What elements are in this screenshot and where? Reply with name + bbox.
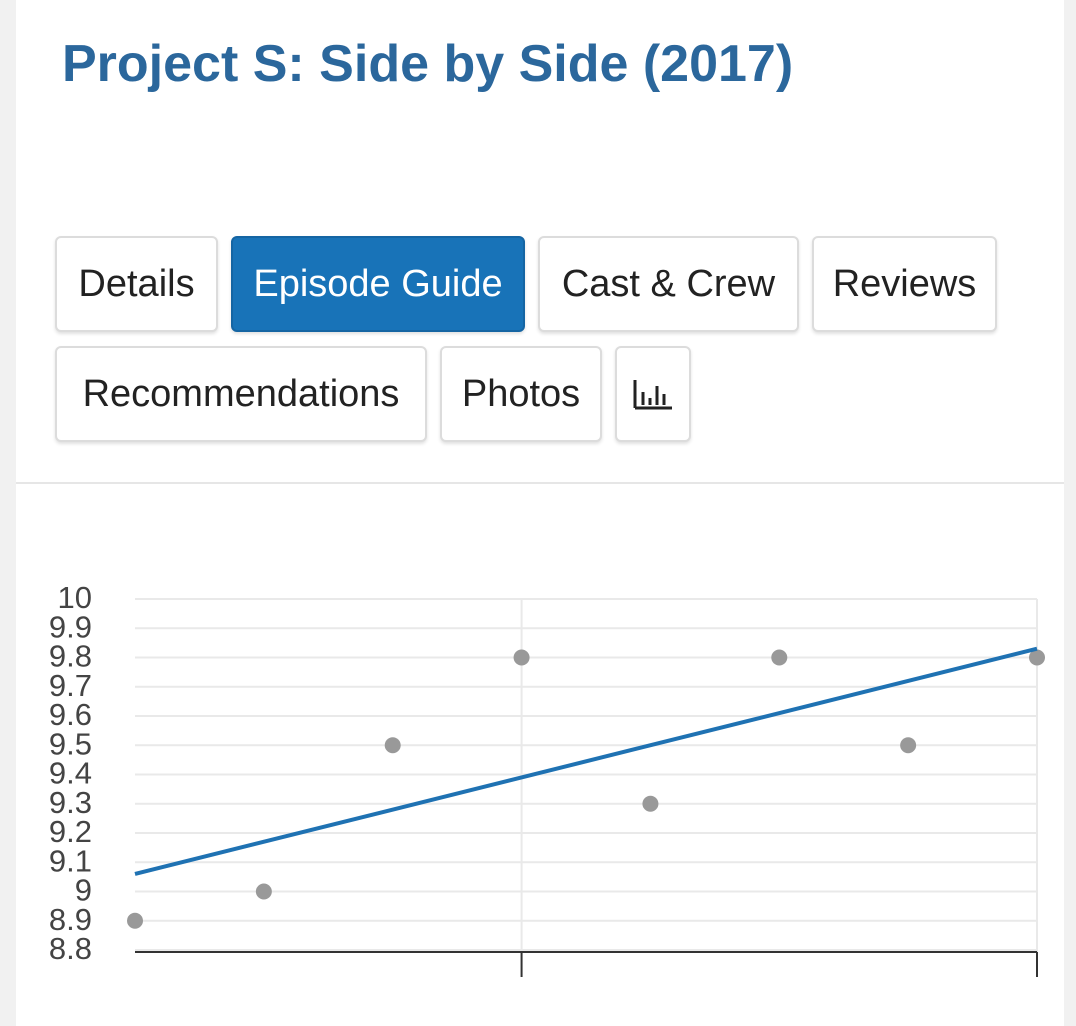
y-tick-label: 9.4 (49, 756, 92, 791)
y-tick-label: 8.8 (49, 931, 92, 966)
tab[interactable]: Episode Guide (231, 236, 525, 332)
data-point (513, 649, 530, 666)
data-point (127, 912, 143, 929)
trend-line (134, 646, 1038, 876)
tab[interactable]: Photos (440, 346, 602, 442)
tab[interactable]: Recommendations (55, 346, 427, 442)
data-point (900, 737, 917, 754)
tab[interactable]: Cast & Crew (538, 236, 799, 332)
y-tick-label: 9.9 (49, 609, 92, 644)
y-tick-label: 9.7 (49, 668, 92, 703)
y-tick-label: 9.6 (49, 697, 92, 732)
data-point (384, 737, 401, 754)
y-tick-label: 9.3 (49, 785, 92, 820)
stats-icon (633, 380, 672, 410)
stats-tab[interactable] (615, 346, 691, 442)
y-tick-label: 10 (58, 580, 92, 615)
separator (16, 482, 1064, 484)
y-tick-label: 8.9 (49, 902, 92, 937)
card: Project S: Side by Side (2017) Details Ep… (16, 0, 1064, 1026)
tab[interactable]: Reviews (812, 236, 997, 332)
data-point (771, 649, 788, 666)
y-tick-label: 9.1 (49, 843, 92, 878)
y-tick-label: 9 (75, 873, 92, 908)
data-point (255, 883, 272, 900)
y-tick-label: 9.2 (49, 814, 92, 849)
y-tick-label: 9.5 (49, 726, 92, 761)
data-point (642, 795, 659, 812)
data-point (1029, 649, 1045, 666)
show-title: Project S: Side by Side (2017) (62, 35, 794, 93)
tab[interactable]: Details (55, 236, 218, 332)
y-tick-label: 9.8 (49, 639, 92, 674)
